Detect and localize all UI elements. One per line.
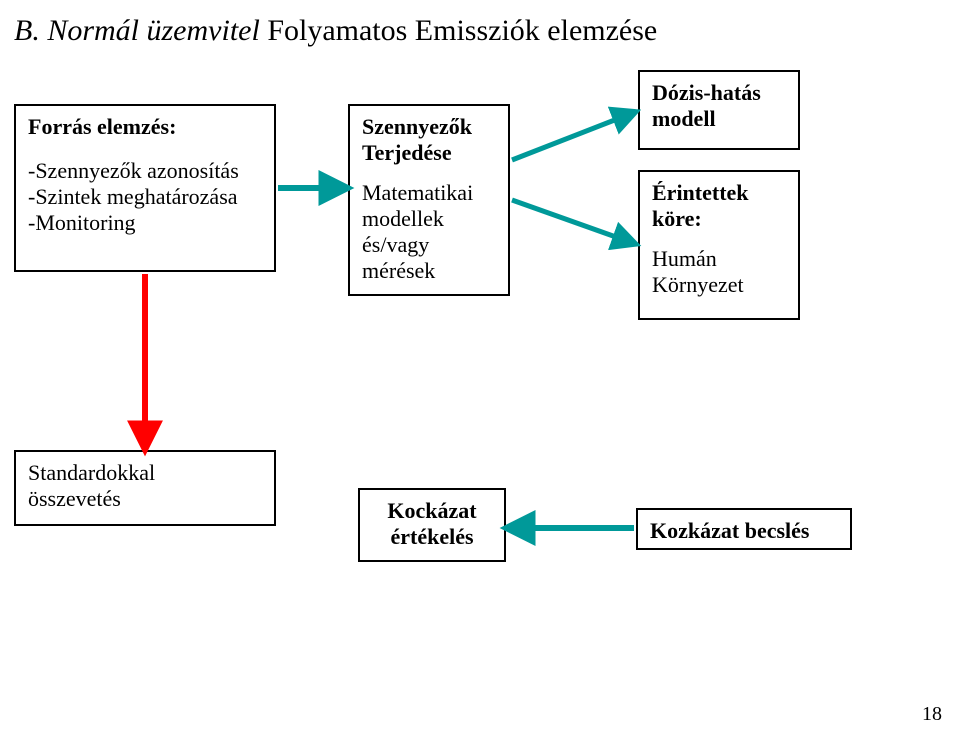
box-source-analysis: Forrás elemzés: -Szennyezők azonosítás -… <box>14 104 276 272</box>
box4-line2: Környezet <box>652 272 786 298</box>
box2-line4: mérések <box>362 258 496 284</box>
box4-line1: Humán <box>652 246 786 272</box>
box6-line2: értékelés <box>372 524 492 550</box>
box-affected-parties: Érintettek köre: Humán Környezet <box>638 170 800 320</box>
box1-line1: -Szennyezők azonosítás <box>28 158 262 184</box>
box-dose-effect-model: Dózis-hatás modell <box>638 70 800 150</box>
box1-line2: -Szintek meghatározása <box>28 184 262 210</box>
box3-line1: Dózis-hatás <box>652 80 786 106</box>
box6-line1: Kockázat <box>372 498 492 524</box>
box-risk-assessment: Kockázat értékelés <box>358 488 506 562</box>
box-pollutant-dispersion: Szennyezők Terjedése Matematikai modelle… <box>348 104 510 296</box>
box4-header2: köre: <box>652 206 786 232</box>
box1-header: Forrás elemzés: <box>28 114 262 140</box>
arrow-box2-to-box4 <box>512 200 630 242</box>
box2-line3: és/vagy <box>362 232 496 258</box>
box4-header1: Érintettek <box>652 180 786 206</box>
box7-text: Kozkázat becslés <box>650 518 809 543</box>
box2-line2: modellek <box>362 206 496 232</box>
box1-line3: -Monitoring <box>28 210 262 236</box>
box2-header1: Szennyezők <box>362 114 496 140</box>
box3-line2: modell <box>652 106 786 132</box>
box-risk-estimation: Kozkázat becslés <box>636 508 852 550</box>
box5-line2: összevetés <box>28 486 262 512</box>
arrow-box2-to-box3 <box>512 114 630 160</box>
title-rest-part: Folyamatos Emissziók elemzése <box>260 14 657 47</box>
page-number: 18 <box>922 703 942 726</box>
box5-line1: Standardokkal <box>28 460 262 486</box>
box2-line1: Matematikai <box>362 180 496 206</box>
title-italic-part: B. Normál üzemvitel <box>14 14 260 47</box>
box-standards-comparison: Standardokkal összevetés <box>14 450 276 526</box>
box2-header2: Terjedése <box>362 140 496 166</box>
page-title: B. Normál üzemvitel Folyamatos Emissziók… <box>14 14 657 48</box>
